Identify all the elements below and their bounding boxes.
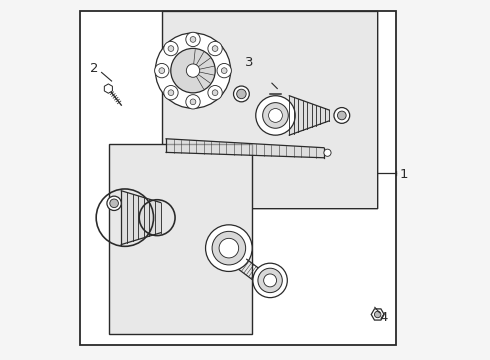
Circle shape: [107, 196, 122, 211]
Polygon shape: [371, 309, 384, 320]
Circle shape: [208, 41, 222, 56]
Circle shape: [164, 86, 178, 100]
Circle shape: [263, 103, 288, 128]
Circle shape: [374, 311, 381, 318]
Text: 1: 1: [399, 168, 408, 181]
Circle shape: [338, 111, 346, 120]
Circle shape: [171, 48, 215, 93]
Circle shape: [186, 95, 200, 109]
Polygon shape: [166, 139, 324, 158]
Circle shape: [237, 89, 246, 99]
Circle shape: [217, 63, 231, 78]
Circle shape: [155, 63, 169, 78]
Circle shape: [221, 68, 227, 73]
Circle shape: [164, 41, 178, 56]
Circle shape: [110, 199, 119, 208]
Circle shape: [256, 96, 295, 135]
Circle shape: [212, 231, 245, 265]
Circle shape: [159, 68, 165, 73]
Circle shape: [168, 90, 174, 95]
Circle shape: [212, 46, 218, 51]
Polygon shape: [122, 191, 161, 244]
Text: 4: 4: [379, 311, 388, 324]
Circle shape: [253, 263, 287, 298]
Circle shape: [234, 86, 249, 102]
Circle shape: [186, 64, 199, 77]
Circle shape: [208, 86, 222, 100]
FancyBboxPatch shape: [80, 12, 395, 345]
Circle shape: [219, 238, 239, 258]
Text: 3: 3: [245, 56, 253, 69]
Circle shape: [155, 33, 231, 108]
Circle shape: [190, 37, 196, 42]
Polygon shape: [109, 144, 252, 334]
Circle shape: [334, 108, 350, 123]
Circle shape: [186, 32, 200, 46]
Text: 2: 2: [90, 62, 98, 75]
Circle shape: [258, 268, 282, 293]
Circle shape: [324, 149, 331, 156]
Circle shape: [190, 99, 196, 105]
Circle shape: [205, 225, 252, 271]
Circle shape: [168, 46, 174, 51]
Polygon shape: [289, 96, 329, 135]
Circle shape: [269, 109, 282, 122]
Polygon shape: [104, 84, 112, 93]
Polygon shape: [163, 12, 378, 209]
Circle shape: [264, 274, 276, 287]
Circle shape: [212, 90, 218, 95]
